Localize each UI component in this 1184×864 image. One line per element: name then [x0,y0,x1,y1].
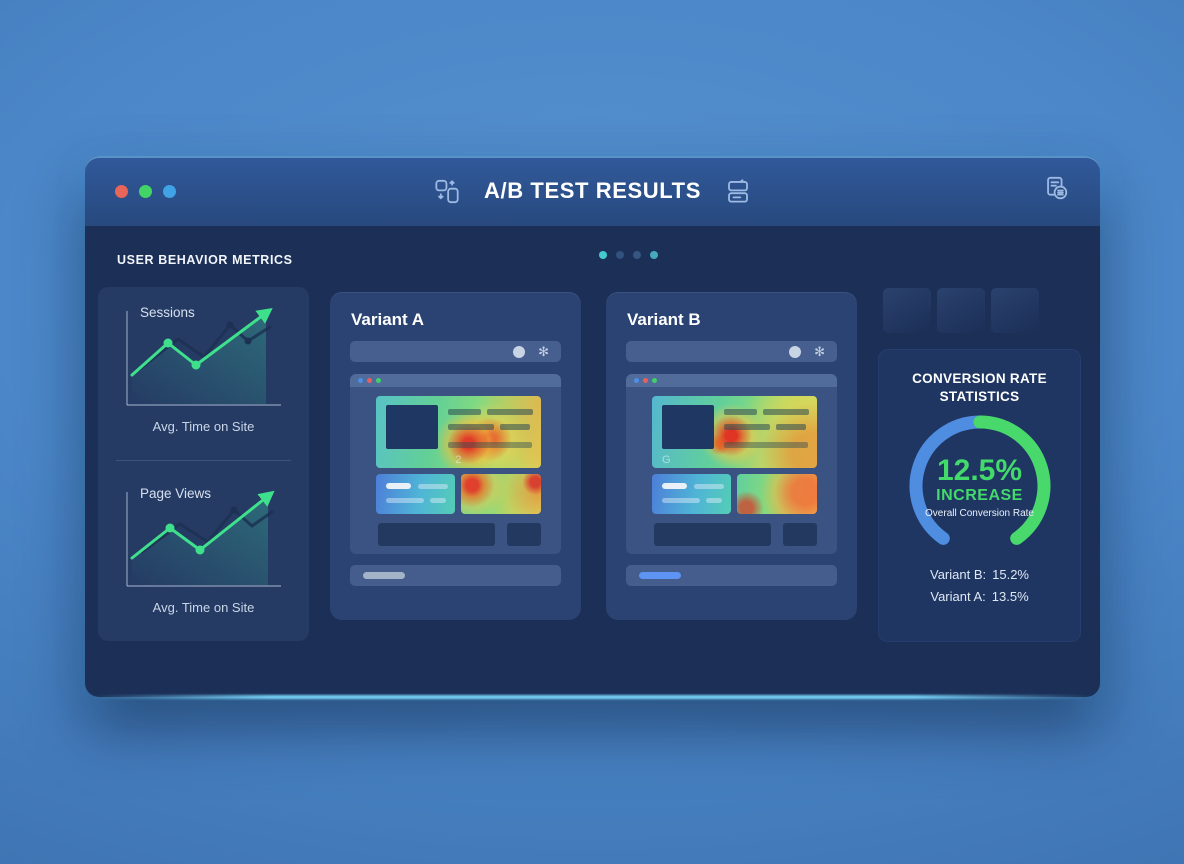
ghost-thumbnail [883,288,931,333]
heatmap-watermark: 2 [455,454,462,466]
heatmap-hero-block: G [652,396,817,468]
pagination-dot-3[interactable] [632,251,641,259]
content-placeholder-wide [654,523,771,546]
ghost-thumbnail [937,288,985,333]
variant-stats-list: Variant B: 15.2% Variant A: 13.5% [879,564,1080,608]
title-group: A/B TEST RESULTS [433,178,752,205]
section-label-user-behavior-metrics: USER BEHAVIOR METRICS [117,253,293,267]
zoom-window-button[interactable] [163,184,176,198]
page-title: A/B TEST RESULTS [484,178,701,203]
conversion-gauge: 12.5% INCREASE Overall Conversion Rate [895,414,1065,556]
browser-header [626,374,837,387]
variant-b-footer-bar [626,565,837,586]
content-placeholder-small [783,523,817,546]
main-series-line [130,307,273,377]
browser-dot-red [643,378,648,383]
variant-a-title: Variant A [351,310,425,329]
chart-caption: Avg. Time on Site [152,419,255,434]
text-placeholder-lines [448,409,533,457]
gauge-sublabel: Overall Conversion Rate [925,508,1034,519]
gauge-arc [909,415,1050,545]
content-placeholder-small [507,523,541,546]
asterisk-icon: ✻ [538,344,549,359]
browser-dot-blue [634,378,639,383]
user-behavior-metrics-panel: Sessions [98,287,309,641]
pagination-dot-1[interactable] [598,251,607,259]
browser-dot-green [652,378,657,383]
text-placeholder-lines [724,409,809,457]
variant-a-stat-row: Variant A: 13.5% [930,589,1029,604]
search-icon [789,345,802,358]
variant-a-browser-mockup: 2 [350,374,561,554]
image-placeholder [662,405,714,449]
heatmap-watermark: G [662,454,671,466]
sessions-line-chart [125,307,281,406]
stacked-cards-icon[interactable] [725,178,752,205]
conversion-rate-statistics-panel: CONVERSION RATE STATISTICS 12.5% INCREAS… [878,349,1081,642]
content-placeholder-wide [378,523,495,546]
pagination-dot-4[interactable] [649,251,658,259]
gauge-value: 12.5% [936,454,1023,487]
ghost-thumbnail-row [883,288,1039,333]
minimize-window-button[interactable] [139,184,152,198]
panel-divider [116,460,291,461]
variant-a-footer-bar [350,565,561,586]
chart-label: Sessions [140,305,195,320]
chart-caption: Avg. Time on Site [152,600,255,615]
close-window-button[interactable] [115,184,128,198]
pagination-dots [598,251,658,259]
main-series-line [130,490,275,560]
swap-devices-icon[interactable] [433,178,460,205]
main-series-markers [165,523,204,555]
page-views-chart-card: Page Views [98,468,309,634]
asterisk-icon: ✻ [814,344,825,359]
variant-b-title: Variant B [627,310,701,329]
variant-b-browser-mockup: G [626,374,837,554]
titlebar: A/B TEST RESULTS [85,156,1100,226]
ghost-series-markers [230,506,237,514]
chart-label: Page Views [140,486,212,501]
variant-a-card[interactable]: Variant A ✻ 2 [330,292,581,620]
heatmap-hero-block: 2 [376,396,541,468]
footer-pill [639,572,681,579]
browser-dot-blue [358,378,363,383]
variant-b-stat-row: Variant B: 15.2% [930,567,1029,582]
variant-b-card[interactable]: Variant B ✻ G [606,292,857,620]
variant-a-addressbar: ✻ [350,341,561,362]
area-fill [131,313,266,404]
app-window: A/B TEST RESULTS [85,156,1100,697]
image-placeholder [386,405,438,449]
pagination-dot-2[interactable] [615,251,624,259]
gauge-text: 12.5% INCREASE Overall Conversion Rate [895,454,1065,520]
heatmap-sub-block-left [652,474,731,514]
page-views-line-chart [125,490,281,587]
ghost-thumbnail [991,288,1039,333]
report-document-icon[interactable] [1043,175,1070,202]
gauge-label: INCREASE [936,487,1023,504]
variant-b-addressbar: ✻ [626,341,837,362]
ghost-series-markers [226,321,251,345]
stats-panel-title: CONVERSION RATE STATISTICS [912,371,1047,404]
traffic-lights [115,184,176,198]
browser-dot-green [376,378,381,383]
heatmap-sub-block-left [376,474,455,514]
sessions-chart-card: Sessions [98,287,309,453]
search-icon [513,345,526,358]
gauge-arc-green [973,415,1050,545]
heatmap-sub-block-right [461,474,541,514]
gauge-arc-blue [909,415,986,545]
browser-header [350,374,561,387]
footer-pill [363,572,405,579]
heatmap-sub-block-right [737,474,817,514]
browser-dot-red [367,378,372,383]
main-series-markers [163,338,200,370]
area-fill [131,496,268,585]
